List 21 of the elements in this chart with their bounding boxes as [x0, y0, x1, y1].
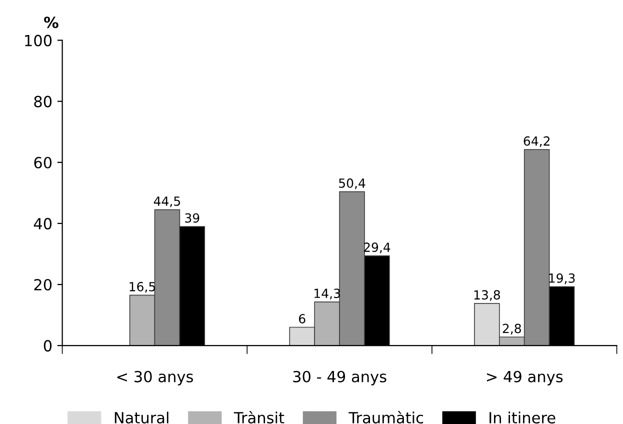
data-label: 2,8	[502, 324, 521, 334]
legend-label: Trànsit	[234, 411, 284, 424]
x-tick-label: > 49 anys	[486, 370, 563, 386]
x-tick-label: < 30 anys	[117, 370, 193, 386]
y-axis-title: %	[44, 16, 58, 28]
y-tick-label: 60	[34, 156, 52, 168]
x-tick-label: 30 - 49 anys	[293, 370, 386, 386]
y-tick-label: 80	[34, 96, 52, 108]
y-tick-label: 40	[34, 218, 52, 230]
legend-label: In itinere	[490, 412, 556, 424]
data-label: 39	[185, 213, 200, 223]
y-tick-label: 0	[44, 340, 52, 352]
legend-label: Traumàtic	[348, 411, 424, 424]
data-label: 6	[299, 314, 306, 324]
data-label: 13,8	[474, 290, 500, 301]
y-tick-label: 100	[25, 34, 52, 46]
data-label: 50,4	[339, 178, 366, 190]
data-label: 64,2	[524, 136, 550, 148]
data-label: 44,5	[154, 196, 180, 208]
y-tick-label: 20	[34, 278, 52, 291]
legend-label: Natural	[114, 412, 168, 424]
